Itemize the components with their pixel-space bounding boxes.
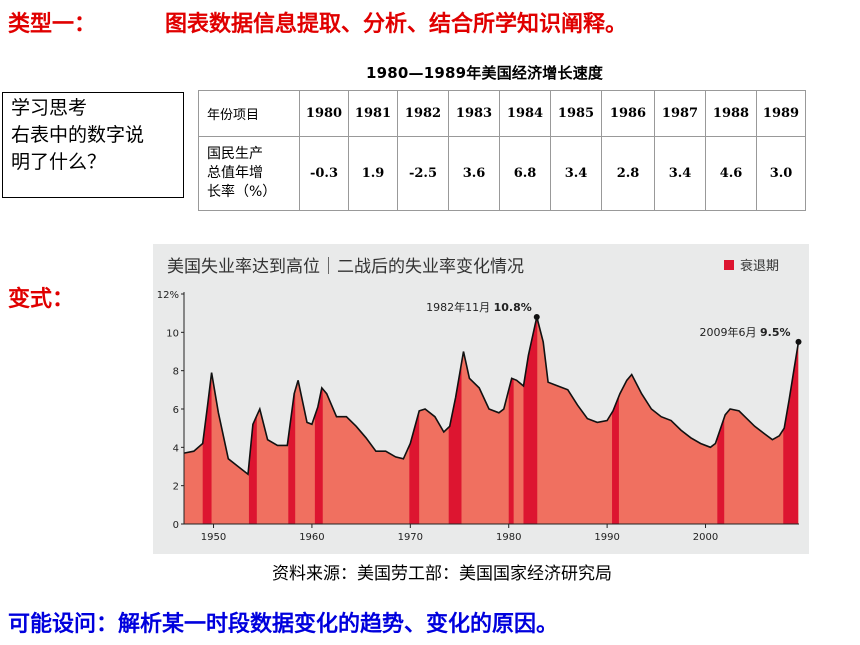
year-cell: 1983 [448,90,500,137]
chart-svg: 美国失业率达到高位｜二战后的失业率变化情况 衰退期 12% 10 8 6 4 2 0 1950… [157,257,802,543]
think-line-2: 右表中的数字说 [11,124,145,146]
legend-swatch [724,260,734,270]
section-type-label: 类型一： [8,12,97,37]
variant-label: 变式： [8,287,75,312]
section-title: 图表数据信息提取、分析、结合所学知识阐释。 [165,12,628,37]
x-tick-label: 2000 [693,532,718,543]
unemployment-line [183,316,800,476]
x-tick-label: 1950 [201,532,226,543]
y-tick-label: 10 [166,328,179,339]
value-cell: 3.6 [448,136,500,211]
year-cell: 1985 [550,90,602,137]
annotation-value: 10.8% [494,301,532,314]
y-tick-label: 4 [173,443,179,454]
y-tick-label: 0 [173,520,179,531]
value-cell: -2.5 [397,136,449,211]
recession-band [314,317,323,524]
year-cell: 1982 [397,90,449,137]
y-tick-label: 6 [173,405,179,416]
year-cell: 1986 [601,90,655,137]
recession-band [409,317,420,524]
row-header-line: 长率（%） [207,184,277,200]
peak-annotation: 2009年6月 9.5% [699,325,790,339]
x-tick-label: 1980 [496,532,521,543]
x-tick-label: 1960 [299,532,324,543]
table-row-values: 国民生产 总值年增 长率（%） -0.3 1.9 -2.5 3.6 6.8 3.… [198,136,806,211]
peak-marker [533,314,540,320]
year-cell: 1981 [348,90,398,137]
question-text: 可能设问：解析某一时段数据变化的趋势、变化的原因。 [8,612,559,637]
recession-band [202,317,212,524]
recession-band [508,317,514,524]
annotation-date: 2009年6月 [699,325,760,339]
table-row-years: 年份项目 1980 1981 1982 1983 1984 1985 1986 … [198,90,806,137]
recession-band [523,317,538,524]
gdp-table: 年份项目 1980 1981 1982 1983 1984 1985 1986 … [198,90,806,211]
legend-label: 衰退期 [740,258,779,274]
source-note: 资料来源：美国劳工部：美国国家经济研究局 [272,564,612,584]
annotation-value: 9.5% [760,326,791,339]
year-cell: 1987 [654,90,706,137]
recession-band [448,317,462,524]
value-cell: -0.3 [299,136,349,211]
row-header-line: 总值年增 [207,165,263,181]
chart-title: 美国失业率达到高位｜二战后的失业率变化情况 [167,257,524,277]
recession-band [612,317,619,524]
value-cell: 1.9 [348,136,398,211]
think-box: 学习思考 右表中的数字说 明了什么？ [2,92,184,198]
value-cell: 4.6 [705,136,757,211]
y-tick-label: 12% [157,290,179,301]
year-cell: 1989 [756,90,806,137]
unemployment-chart: 美国失业率达到高位｜二战后的失业率变化情况 衰退期 12% 10 8 6 4 2 0 1950… [153,244,809,554]
row-header-gdp: 国民生产 总值年增 长率（%） [198,136,300,211]
value-cell: 3.0 [756,136,806,211]
x-tick-label: 1970 [398,532,423,543]
y-tick-label: 2 [173,482,179,493]
year-cell: 1984 [499,90,551,137]
value-cell: 3.4 [550,136,602,211]
value-cell: 6.8 [499,136,551,211]
row-header-years: 年份项目 [198,90,300,137]
x-tick-label: 1990 [594,532,619,543]
year-cell: 1988 [705,90,757,137]
row-header-line: 国民生产 [207,146,263,162]
think-line-3: 明了什么？ [11,151,107,173]
annotation-date: 1982年11月 [426,300,494,314]
table-title: 1980—1989年美国经济增长速度 [366,64,604,82]
value-cell: 2.8 [601,136,655,211]
value-cell: 3.4 [654,136,706,211]
year-cell: 1980 [299,90,349,137]
peak-marker [795,338,802,345]
peak-annotation: 1982年11月 10.8% [426,300,532,314]
recession-band [288,317,296,524]
unemployment-area [184,317,799,524]
recession-band [248,317,257,524]
think-line-1: 学习思考 [11,97,88,119]
y-tick-label: 8 [173,367,179,378]
